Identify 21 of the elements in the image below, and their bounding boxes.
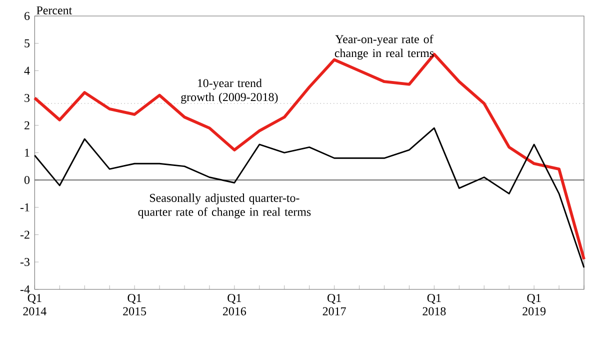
y-tick-label: 4 <box>24 66 30 75</box>
x-tick-label: Q1 2016 <box>222 294 246 316</box>
x-tick-label: Q1 2019 <box>522 294 546 316</box>
x-tick-label: Q1 2015 <box>123 294 146 316</box>
y-tick-label: -4 <box>20 285 30 294</box>
y-tick-label: -3 <box>20 258 30 266</box>
series-label: Year-on-year rate of change in real terms <box>334 34 434 60</box>
x-tick-label: Q1 2018 <box>422 294 446 316</box>
x-tick-label: Q1 2017 <box>322 294 346 316</box>
y-axis-title: Percent <box>36 6 72 14</box>
y-tick-label: 1 <box>25 148 30 157</box>
ref-line-label: 10-year trend growth (2009-2018) <box>181 78 278 104</box>
y-tick-label: 2 <box>24 121 30 130</box>
y-tick-label: 5 <box>24 39 30 48</box>
x-tick-label: Q1 2014 <box>23 294 46 316</box>
y-tick-label: -1 <box>20 203 30 212</box>
y-tick-label: -2 <box>20 230 30 239</box>
y-tick-label: 3 <box>24 94 30 102</box>
y-tick-label: 6 <box>24 12 30 20</box>
text: Seasonally adjusted quarter-to-quarter rate of change in real terms <box>138 194 311 218</box>
y-tick-label: 0 <box>24 176 30 184</box>
